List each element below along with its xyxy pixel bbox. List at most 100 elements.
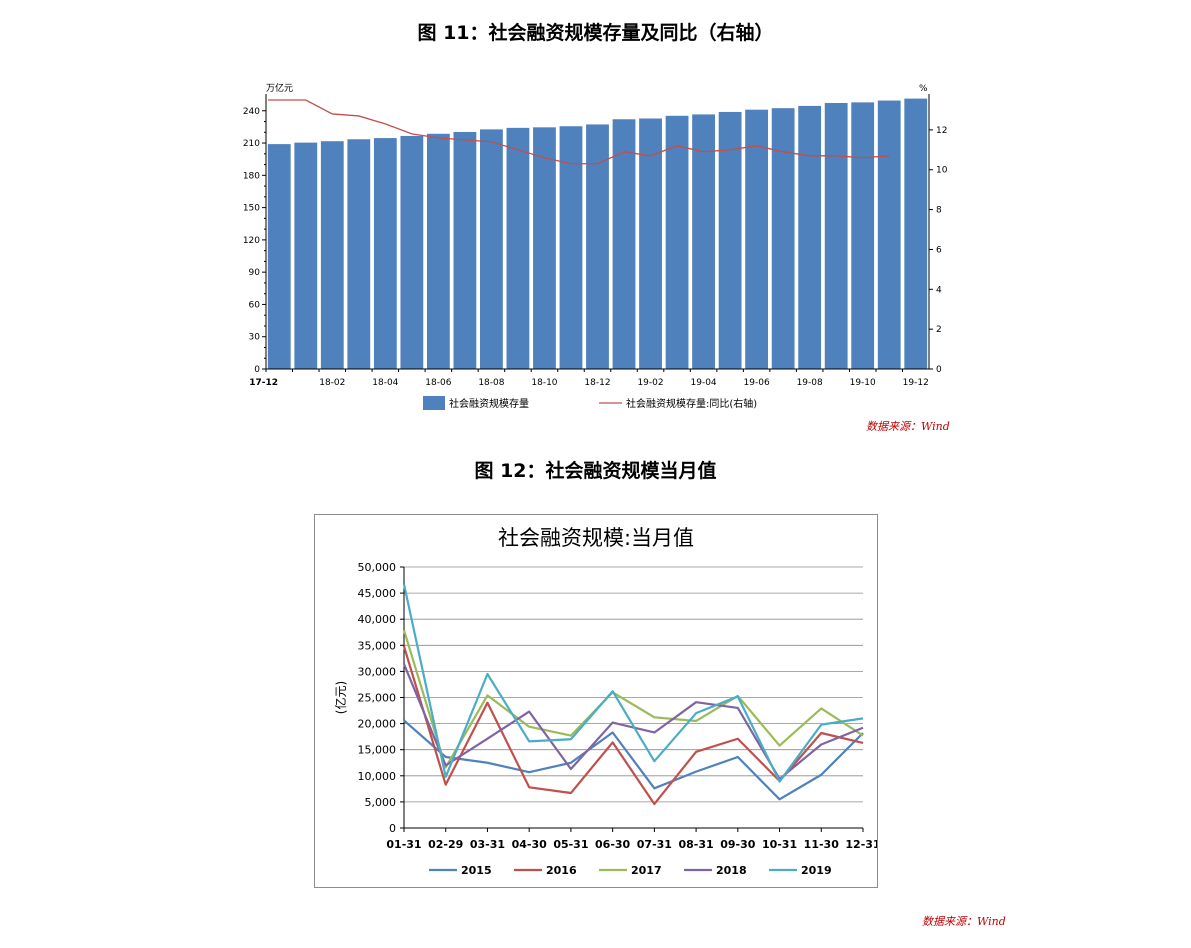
figure-12-source: 数据来源：Wind — [922, 915, 1006, 928]
legend-label-2017: 2017 — [631, 864, 662, 877]
x-tick-label: 18-06 — [425, 378, 451, 388]
x-tick-label: 08-31 — [678, 838, 713, 851]
bar-18-05 — [400, 135, 424, 369]
bar-18-08 — [480, 129, 503, 369]
bar-19-08 — [798, 105, 822, 369]
right-tick-label: 10 — [936, 166, 948, 176]
bar-18-02 — [320, 141, 344, 369]
figure-11-source: 数据来源：Wind — [866, 420, 950, 433]
figure-11-title: 图 11：社会融资规模存量及同比（右轴） — [417, 22, 774, 44]
x-tick-label: 18-08 — [478, 378, 504, 388]
y-tick-label: 40,000 — [358, 613, 397, 626]
legend-label-2015: 2015 — [461, 864, 492, 877]
legend-label-2018: 2018 — [716, 864, 747, 877]
y-tick-label: 50,000 — [358, 561, 397, 574]
right-tick-label: 2 — [936, 325, 942, 335]
x-tick-label: 06-30 — [595, 838, 631, 851]
bar-19-12 — [904, 98, 928, 369]
bar-19-03 — [665, 115, 689, 369]
x-tick-label: 11-30 — [804, 838, 840, 851]
legend-label-2016: 2016 — [546, 864, 577, 877]
bar-18-07 — [453, 131, 477, 369]
y-tick-label: 10,000 — [358, 770, 397, 783]
bar-19-07 — [771, 108, 795, 369]
x-tick-label: 05-31 — [553, 838, 588, 851]
bar-19-09 — [824, 103, 848, 369]
series-line-2017 — [402, 629, 864, 769]
left-tick-label: 150 — [243, 204, 260, 214]
bar-18-10 — [533, 127, 556, 369]
x-tick-label: 18-04 — [372, 378, 398, 388]
y-tick-label: 30,000 — [358, 665, 397, 678]
legend-label-stock: 社会融资规模存量 — [449, 397, 529, 410]
bar-18-11 — [559, 126, 583, 370]
x-tick-label: 03-31 — [470, 838, 505, 851]
x-tick-label: 01-31 — [386, 838, 421, 851]
right-axis-unit: % — [919, 84, 928, 94]
bar-17-12 — [267, 144, 291, 369]
x-tick-label: 19-06 — [744, 378, 770, 388]
x-tick-label: 04-30 — [512, 838, 548, 851]
bar-19-10 — [851, 102, 875, 370]
y-tick-label: 35,000 — [358, 639, 397, 652]
left-tick-label: 120 — [243, 236, 260, 246]
bar-18-09 — [506, 127, 530, 369]
left-tick-label: 30 — [249, 333, 261, 343]
x-tick-label: 12-31 — [845, 838, 877, 851]
x-tick-label: 18-02 — [319, 378, 345, 388]
figure-12-title: 图 12：社会融资规模当月值 — [474, 460, 717, 482]
right-tick-label: 4 — [936, 285, 942, 295]
bar-18-06 — [426, 133, 450, 369]
x-tick-label: 19-08 — [797, 378, 823, 388]
stock-bar-chart: 万亿元 % 0 30 60 90 120 150 180 210 240 0 2 4 6 8 10 12 17-12… — [243, 82, 948, 410]
bar-18-03 — [347, 139, 371, 369]
y-tick-label: 20,000 — [358, 718, 397, 731]
left-tick-label: 240 — [243, 107, 260, 117]
x-tick-label: 19-04 — [691, 378, 717, 388]
y-tick-label: 15,000 — [358, 744, 397, 757]
bar-19-11 — [877, 100, 901, 369]
left-tick-label: 180 — [243, 171, 260, 181]
legend-label-yoy: 社会融资规模存量:同比(右轴) — [626, 397, 757, 410]
bar-18-04 — [373, 138, 397, 369]
bar-19-05 — [718, 111, 742, 369]
x-tick-label: 02-29 — [428, 838, 463, 851]
legend-label-2019: 2019 — [801, 864, 832, 877]
left-tick-label: 90 — [249, 268, 261, 278]
y-tick-label: 45,000 — [358, 587, 397, 600]
series-line-2019 — [402, 583, 864, 783]
left-tick-label: 0 — [254, 365, 260, 375]
bar-19-01 — [612, 119, 636, 369]
y-tick-label: 25,000 — [358, 692, 397, 705]
monthly-line-chart: 社会融资规模:当月值 0 5,000 10,000 15,000 20,000 25,000… — [333, 526, 881, 877]
bar-18-01 — [294, 142, 318, 369]
left-tick-label: 60 — [249, 300, 261, 310]
chart-title: 社会融资规模:当月值 — [498, 526, 694, 550]
bar-19-02 — [639, 118, 662, 369]
bar-19-06 — [745, 109, 769, 370]
legend-swatch-stock — [423, 396, 445, 410]
left-axis-unit: 万亿元 — [266, 82, 293, 94]
x-tick-label: 10-31 — [762, 838, 797, 851]
series-line-2015 — [403, 719, 864, 801]
x-tick-label: 09-30 — [720, 838, 756, 851]
left-tick-label: 210 — [243, 139, 260, 149]
x-tick-label: 17-12 — [249, 378, 278, 388]
x-tick-label: 19-02 — [637, 378, 663, 388]
y-tick-label: 0 — [389, 822, 396, 835]
right-tick-label: 0 — [936, 365, 942, 375]
y-axis-label: (亿元) — [333, 681, 348, 714]
monthly-line-chart-frame: 社会融资规模:当月值 0 5,000 10,000 15,000 20,000 25,000… — [314, 514, 881, 888]
bar-19-04 — [692, 114, 715, 369]
right-tick-label: 6 — [936, 245, 942, 255]
x-tick-label: 19-10 — [850, 378, 876, 388]
x-tick-label: 18-10 — [531, 378, 557, 388]
x-tick-label: 07-31 — [637, 838, 672, 851]
x-tick-label: 18-12 — [584, 378, 610, 388]
yoy-line — [268, 99, 890, 165]
x-tick-label: 19-12 — [903, 378, 929, 388]
y-tick-label: 5,000 — [365, 796, 397, 809]
bar-18-12 — [586, 124, 609, 369]
right-tick-label: 12 — [936, 126, 947, 136]
right-tick-label: 8 — [936, 206, 942, 216]
